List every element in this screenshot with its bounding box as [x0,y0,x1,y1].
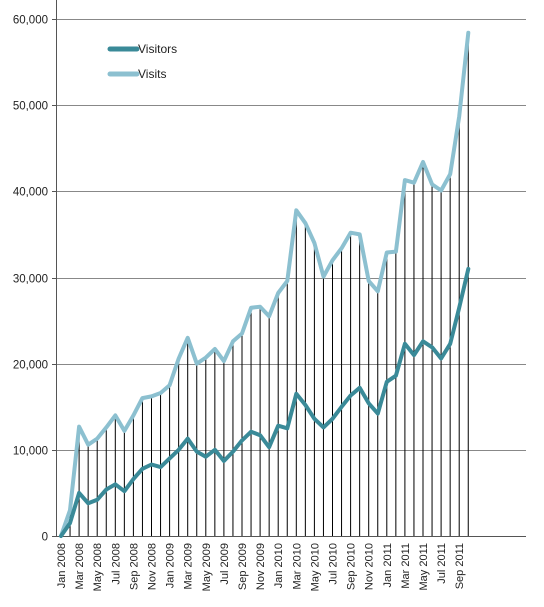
y-tick-label: 30,000 [13,274,48,286]
y-tick-label: 60,000 [13,15,48,27]
x-tick-label: Jul 2011 [436,543,448,584]
x-tick-label: Jan 2010 [273,543,285,588]
x-tick-label: Nov 2009 [255,543,267,590]
x-tick-label: Sep 2010 [346,543,358,590]
x-tick-label: Jul 2009 [219,543,231,585]
y-tick-label: 10,000 [13,446,48,458]
y-tick-labels: 0 10,000 20,000 30,000 40,000 50,000 60,000 [13,15,48,544]
y-tick-label: 0 [42,532,48,544]
x-tick-label: Jul 2008 [110,543,122,585]
series-line-visitors [59,266,471,538]
x-tick-label: May 2010 [309,543,321,591]
x-tick-label: Jan 2011 [382,543,394,587]
x-tick-label: Mar 2011 [400,543,412,589]
series-lines [59,30,471,538]
y-tick-label: 50,000 [13,101,48,113]
x-tick-label: May 2011 [418,543,430,591]
x-tick-label: Jan 2009 [165,543,177,588]
series-line-visits [59,30,471,538]
x-tick-label: Sep 2011 [454,543,466,589]
legend-label-visits: Visits [138,67,166,81]
x-tick-label: Mar 2008 [74,543,86,589]
gridlines [56,19,526,451]
x-tick-label: Mar 2010 [291,543,303,589]
x-tick-label: Sep 2009 [237,543,249,590]
y-tick-label: 20,000 [13,360,48,372]
x-tick-labels: Jan 2008 Mar 2008 May 2008 Jul 2008 Sep 2008… [56,543,466,591]
x-tick-label: May 2009 [201,543,213,591]
axes [52,0,526,537]
legend: Visitors Visits [107,42,177,81]
x-tick-label: May 2008 [92,543,104,591]
legend-label-visitors: Visitors [138,42,177,56]
drop-lines [69,32,469,536]
x-tick-label: Nov 2010 [364,543,376,590]
x-tick-label: Sep 2008 [128,543,140,590]
y-tick-label: 40,000 [13,187,48,199]
x-tick-label: Jan 2008 [56,543,68,588]
x-tick-label: Nov 2008 [147,543,159,590]
x-tick-label: Jul 2010 [328,543,340,585]
x-tick-label: Mar 2009 [183,543,195,589]
